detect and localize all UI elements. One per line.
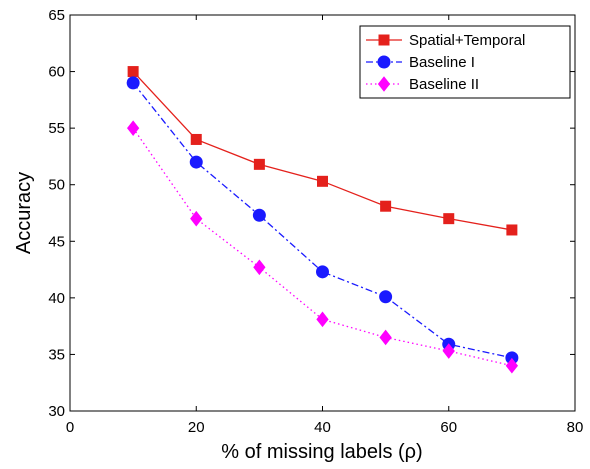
data-point [252, 208, 266, 222]
data-point [316, 265, 329, 279]
x-tick-label: 80 [567, 419, 584, 436]
data-point [126, 76, 140, 90]
data-point [190, 133, 202, 145]
y-tick-label: 35 [48, 346, 65, 363]
y-axis-label: Accuracy [13, 172, 35, 254]
data-point [253, 158, 265, 170]
y-tick-label: 50 [48, 177, 65, 194]
data-point [316, 311, 329, 328]
x-tick-label: 20 [188, 419, 205, 436]
series-2 [126, 120, 519, 374]
data-point [189, 155, 203, 169]
axis-ticks: 0 20 40 60 80 30 35 40 45 50 55 60 65 [48, 7, 583, 436]
x-tick-label: 60 [440, 419, 457, 436]
series-0 [127, 66, 518, 236]
y-tick-label: 60 [48, 64, 65, 81]
data-point [379, 329, 392, 346]
data-point [442, 343, 455, 359]
legend-marker [378, 34, 390, 46]
x-tick-label: 40 [314, 419, 331, 436]
data-point [380, 200, 392, 212]
y-tick-label: 30 [48, 403, 65, 420]
data-point [506, 224, 518, 236]
data-point [505, 357, 519, 374]
y-tick-label: 45 [48, 233, 65, 250]
y-tick-label: 55 [48, 120, 65, 137]
legend: Spatial+Temporal Baseline I Baseline II [359, 25, 571, 99]
data-point [253, 259, 266, 276]
legend-label: Baseline II [409, 76, 479, 93]
x-tick-label: 0 [66, 419, 74, 436]
legend-entry: Baseline I [366, 54, 475, 71]
data-point [190, 210, 203, 227]
legend-marker [377, 76, 391, 92]
x-axis-label: % of missing labels (ρ) [221, 441, 422, 463]
legend-entry: Baseline II [366, 76, 479, 93]
y-tick-label: 65 [48, 7, 65, 24]
legend-entry: Spatial+Temporal [366, 32, 525, 49]
data-point [317, 175, 328, 187]
data-point [127, 66, 139, 78]
legend-label: Baseline I [409, 54, 475, 71]
legend-box [359, 25, 571, 99]
legend-marker [377, 55, 391, 69]
data-point [126, 120, 140, 136]
legend-label: Spatial+Temporal [409, 32, 525, 49]
data-point [443, 213, 455, 225]
y-tick-label: 40 [48, 290, 65, 307]
series-layer [126, 66, 519, 374]
data-point [379, 290, 393, 304]
